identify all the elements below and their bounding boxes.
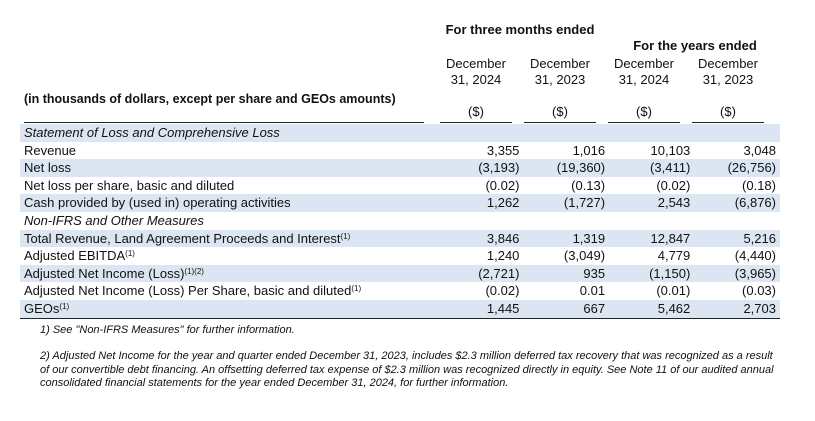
row-label: GEOs(1) xyxy=(20,299,439,319)
row-label: Revenue xyxy=(24,142,77,158)
table-cell: (19,360) xyxy=(523,159,610,177)
table-row: Total Revenue, Land Agreement Proceeds a… xyxy=(20,229,780,248)
table-cell: (3,193) xyxy=(438,159,524,177)
table-cell: 3,355 xyxy=(486,142,520,158)
table-cell: 1,445 xyxy=(438,299,524,319)
currency-label: ($) xyxy=(468,104,484,119)
table-cell: 1,262 xyxy=(438,194,524,212)
table-cell: 5,216 xyxy=(694,229,780,248)
column-header-q4-2023: December 31, 2023 xyxy=(530,56,590,87)
table-row: Net loss (3,193) (19,360) (3,411) (26,75… xyxy=(20,159,780,177)
header-underline xyxy=(524,122,596,123)
table-cell: 1,240 xyxy=(486,248,520,264)
row-label-text: Adjusted EBITDA xyxy=(24,248,126,264)
financial-summary-table: Statement of Loss and Comprehensive Loss… xyxy=(20,124,780,319)
row-label: Cash provided by (used in) operating act… xyxy=(20,194,439,212)
table-cell: 3,846 xyxy=(438,229,524,248)
table-cell: (2,721) xyxy=(438,264,524,283)
table-cell: (4,440) xyxy=(734,248,776,264)
row-label-text: Adjusted Net Income (Loss) Per Share, ba… xyxy=(24,283,352,299)
table-cell: (0.02) xyxy=(656,177,691,193)
header-underline xyxy=(692,122,764,123)
header-group-three-months: For three months ended xyxy=(445,22,595,37)
table-row: Statement of Loss and Comprehensive Loss xyxy=(20,124,780,142)
table-cell: 10,103 xyxy=(650,142,691,158)
currency-label: ($) xyxy=(552,104,568,119)
table-cell: 2,703 xyxy=(694,299,780,319)
row-label: Net loss xyxy=(20,159,439,177)
table-row: Adjusted EBITDA(1) 1,240 (3,049) 4,779 (… xyxy=(20,247,780,265)
row-label: Adjusted EBITDA(1) xyxy=(20,247,438,265)
table-cell: 5,462 xyxy=(609,299,695,319)
table-row: Adjusted Net Income (Loss)(1)(2) (2,721)… xyxy=(20,264,780,283)
header-group-years: For the years ended xyxy=(633,38,757,53)
row-label-text: GEOs xyxy=(24,300,60,316)
footnote-marker: (1) xyxy=(125,249,135,259)
table-cell: (0.01) xyxy=(656,283,691,299)
header-underline xyxy=(608,122,680,123)
table-cell: (1,150) xyxy=(609,264,695,283)
currency-label: ($) xyxy=(636,104,652,119)
table-cell: 2,543 xyxy=(609,194,695,212)
row-label-text: Total Revenue, Land Agreement Proceeds a… xyxy=(24,230,341,246)
table-cell: (3,049) xyxy=(563,248,606,264)
footnote-2: 2) Adjusted Net Income for the year and … xyxy=(40,350,774,389)
table-cell: (0.02) xyxy=(485,177,520,193)
column-header-q4-2024: December 31, 2024 xyxy=(446,56,506,87)
units-label: (in thousands of dollars, except per sha… xyxy=(24,92,396,106)
table-cell: 1,016 xyxy=(572,142,606,158)
table-cell: (0.18) xyxy=(742,177,776,193)
table-row: GEOs(1) 1,445 667 5,462 2,703 xyxy=(20,299,780,319)
column-header-fy-2023: December 31, 2023 xyxy=(698,56,758,87)
table-cell: (0.13) xyxy=(571,177,606,193)
header-underline xyxy=(440,122,512,123)
footnote-1: 1) See "Non-IFRS Measures" for further i… xyxy=(40,324,295,336)
footnote-marker: (1) xyxy=(59,301,70,311)
table-cell: (0.02) xyxy=(485,283,520,299)
table-cell: 4,779 xyxy=(657,248,691,264)
table-row: Cash provided by (used in) operating act… xyxy=(20,194,780,212)
table-cell: (3,965) xyxy=(694,264,780,283)
table-row: Net loss per share, basic and diluted (0… xyxy=(20,177,780,195)
row-label: Adjusted Net Income (Loss)(1)(2) xyxy=(20,264,439,283)
table-cell: 3,048 xyxy=(743,142,776,158)
table-cell: (1,727) xyxy=(523,194,610,212)
table-cell: 1,319 xyxy=(523,229,610,248)
table-cell: 935 xyxy=(523,264,610,283)
table-row: Revenue 3,355 1,016 10,103 3,048 xyxy=(20,142,780,160)
row-label-text: Adjusted Net Income (Loss) xyxy=(24,265,185,281)
column-header-fy-2024: December 31, 2024 xyxy=(614,56,674,87)
table-row: Adjusted Net Income (Loss) Per Share, ba… xyxy=(20,282,780,300)
table-cell: (26,756) xyxy=(694,159,780,177)
header-underline xyxy=(24,122,424,123)
row-label: Net loss per share, basic and diluted xyxy=(24,177,235,193)
footnote-marker: (1) xyxy=(351,284,362,294)
currency-label: ($) xyxy=(720,104,736,119)
table-row: Non-IFRS and Other Measures xyxy=(20,212,780,230)
table-cell: (0.03) xyxy=(742,283,776,299)
table-cell: (3,411) xyxy=(609,159,695,177)
row-label: Adjusted Net Income (Loss) Per Share, ba… xyxy=(20,282,438,300)
table-cell: 0.01 xyxy=(579,283,606,299)
section-heading: Statement of Loss and Comprehensive Loss xyxy=(20,124,780,142)
section-heading: Non-IFRS and Other Measures xyxy=(24,212,204,228)
table-cell: 667 xyxy=(523,299,610,319)
row-label: Total Revenue, Land Agreement Proceeds a… xyxy=(20,229,439,248)
footnote-marker: (1)(2) xyxy=(184,266,204,276)
table-cell: (6,876) xyxy=(694,194,780,212)
table-cell: 12,847 xyxy=(609,229,695,248)
footnote-marker: (1) xyxy=(340,231,351,241)
